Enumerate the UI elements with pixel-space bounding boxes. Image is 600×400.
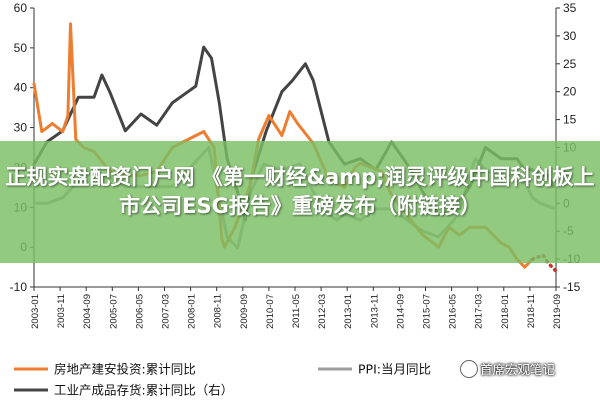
watermark-text: 首席宏观笔记	[480, 362, 556, 377]
x-tick-label: 2006-05	[134, 294, 145, 329]
x-tick-label: 2016-05	[448, 294, 459, 329]
y-left-tick-label: 40	[14, 81, 28, 95]
x-tick-label: 2018-01	[500, 294, 511, 329]
x-axis: 2003-01 2003-11 2004-09 2005-07 2006-05 2007-…	[30, 287, 563, 329]
legend-label: 工业产成品存货:累计同比（右）	[54, 383, 233, 398]
wechat-icon	[460, 360, 478, 378]
x-tick-label: 2008-01	[187, 294, 198, 329]
y-right-tick-label: -15	[563, 280, 581, 294]
x-tick-label: 2014-09	[395, 294, 406, 329]
y-left-tick-label: 50	[14, 41, 28, 55]
x-tick-label: 2013-11	[369, 294, 380, 328]
y-right-tick-label: 30	[563, 29, 577, 43]
y-right-tick-label: 35	[563, 1, 577, 15]
legend-label: 房地产建安投资:累计同比	[54, 362, 196, 377]
x-tick-label: 2010-07	[265, 294, 276, 329]
y-left-tick-label: 30	[14, 121, 28, 135]
x-tick-label: 2011-05	[291, 294, 302, 328]
headline-title[interactable]: 正规实盘配资门户网 《第一财经&amp;润灵评级中国科创板上市公司ESG报告》重…	[5, 165, 595, 218]
y-right-tick-label: 15	[563, 113, 577, 127]
x-tick-label: 2019-09	[552, 294, 563, 329]
x-tick-label: 2017-03	[474, 294, 485, 329]
x-tick-label: 2003-11	[56, 294, 67, 328]
x-tick-label: 2015-07	[422, 294, 433, 329]
y-right-tick-label: 25	[563, 57, 577, 71]
y-right-tick-label: 20	[563, 85, 577, 99]
x-tick-label: 2004-09	[82, 294, 93, 329]
legend-label: PPI:当月同比	[358, 362, 431, 377]
x-tick-label: 2005-07	[108, 294, 119, 329]
y-left-tick-label: 60	[14, 1, 28, 15]
x-tick-label: 2008-11	[213, 294, 224, 328]
x-tick-label: 2007-03	[161, 294, 172, 329]
watermark: 首席宏观笔记	[458, 358, 598, 380]
x-tick-label: 2012-03	[317, 294, 328, 329]
x-tick-label: 2018-11	[526, 294, 537, 328]
x-tick-label: 2009-09	[239, 294, 250, 329]
x-tick-label: 2003-01	[30, 294, 41, 329]
x-tick-label: 2013-01	[343, 294, 354, 329]
headline-banner[interactable]: 正规实盘配资门户网 《第一财经&amp;润灵评级中国科创板上市公司ESG报告》重…	[0, 141, 600, 263]
y-left-tick-label: -10	[10, 280, 28, 294]
